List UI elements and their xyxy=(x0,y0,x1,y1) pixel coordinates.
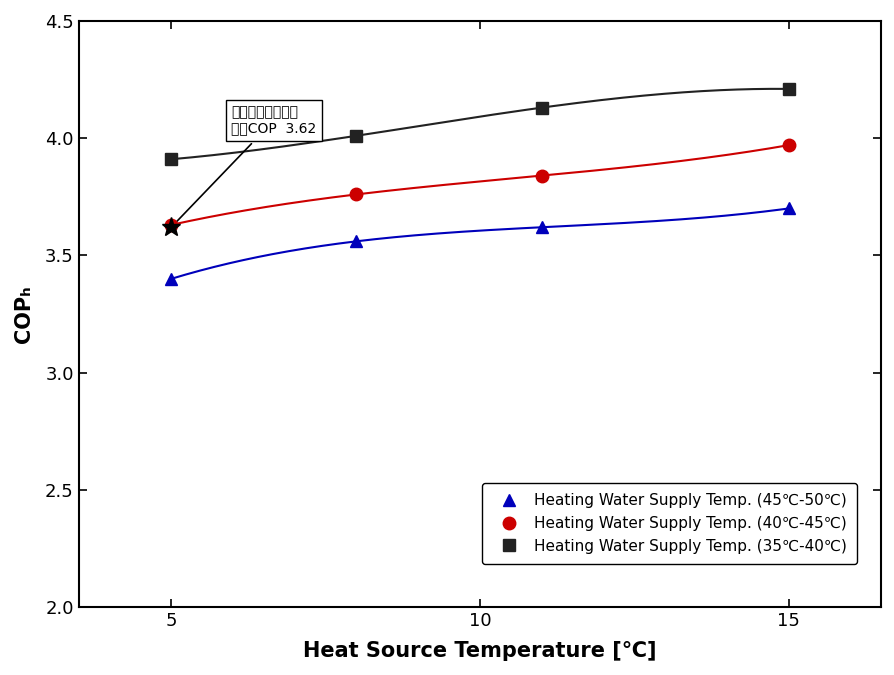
Heating Water Supply Temp. (40℃-45℃) xyxy=(782,141,793,149)
X-axis label: Heat Source Temperature [℃]: Heat Source Temperature [℃] xyxy=(303,641,656,661)
Text: 지열성능시험기준
난방COP  3.62: 지열성능시험기준 난방COP 3.62 xyxy=(173,105,316,225)
Legend: Heating Water Supply Temp. (45℃-50℃), Heating Water Supply Temp. (40℃-45℃), Heat: Heating Water Supply Temp. (45℃-50℃), He… xyxy=(481,483,856,564)
Heating Water Supply Temp. (40℃-45℃) xyxy=(350,190,361,198)
Heating Water Supply Temp. (45℃-50℃) xyxy=(536,223,546,232)
Y-axis label: COPₕ: COPₕ xyxy=(14,286,34,343)
Heating Water Supply Temp. (35℃-40℃) xyxy=(165,155,176,163)
Heating Water Supply Temp. (45℃-50℃) xyxy=(165,275,176,283)
Heating Water Supply Temp. (35℃-40℃) xyxy=(350,132,361,140)
Heating Water Supply Temp. (45℃-50℃) xyxy=(782,205,793,213)
Heating Water Supply Temp. (45℃-50℃) xyxy=(350,238,361,246)
Line: Heating Water Supply Temp. (45℃-50℃): Heating Water Supply Temp. (45℃-50℃) xyxy=(164,202,794,285)
Heating Water Supply Temp. (35℃-40℃) xyxy=(782,85,793,93)
Line: Heating Water Supply Temp. (35℃-40℃): Heating Water Supply Temp. (35℃-40℃) xyxy=(164,82,794,165)
Line: Heating Water Supply Temp. (40℃-45℃): Heating Water Supply Temp. (40℃-45℃) xyxy=(164,139,794,231)
Heating Water Supply Temp. (35℃-40℃) xyxy=(536,103,546,111)
Heating Water Supply Temp. (40℃-45℃) xyxy=(165,221,176,229)
Heating Water Supply Temp. (40℃-45℃) xyxy=(536,171,546,180)
